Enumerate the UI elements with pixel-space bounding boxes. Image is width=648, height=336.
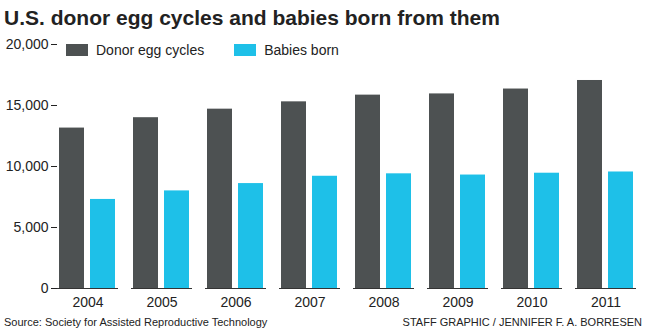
svg-text:2004: 2004 (72, 294, 103, 310)
svg-text:2006: 2006 (220, 294, 251, 310)
html-text:Donor egg cycles: Donor egg cycles (96, 42, 205, 58)
svg-text:2008: 2008 (368, 294, 399, 310)
svg-text:2009: 2009 (442, 294, 473, 310)
svg-text:0: 0 (41, 280, 49, 296)
svg-text:2011: 2011 (591, 294, 621, 310)
svg-text:2005: 2005 (146, 294, 177, 310)
svg-text:15,000: 15,000 (6, 97, 49, 113)
html-text:U.S. donor egg cycles and babi: U.S. donor egg cycles and babies born fr… (4, 6, 500, 29)
svg-text:5,000: 5,000 (13, 219, 48, 235)
svg-text:10,000: 10,000 (6, 158, 49, 174)
html-text:Source: Society for Assisted R: Source: Society for Assisted Reproductiv… (4, 316, 268, 328)
svg-text:20,000: 20,000 (6, 36, 49, 52)
svg-text:2010: 2010 (516, 294, 547, 310)
svg-text:2007: 2007 (294, 294, 325, 310)
html-text:STAFF GRAPHIC / JENNIFER F. A.: STAFF GRAPHIC / JENNIFER F. A. BORRESEN (402, 316, 642, 328)
html-text:Babies born: Babies born (264, 42, 339, 58)
